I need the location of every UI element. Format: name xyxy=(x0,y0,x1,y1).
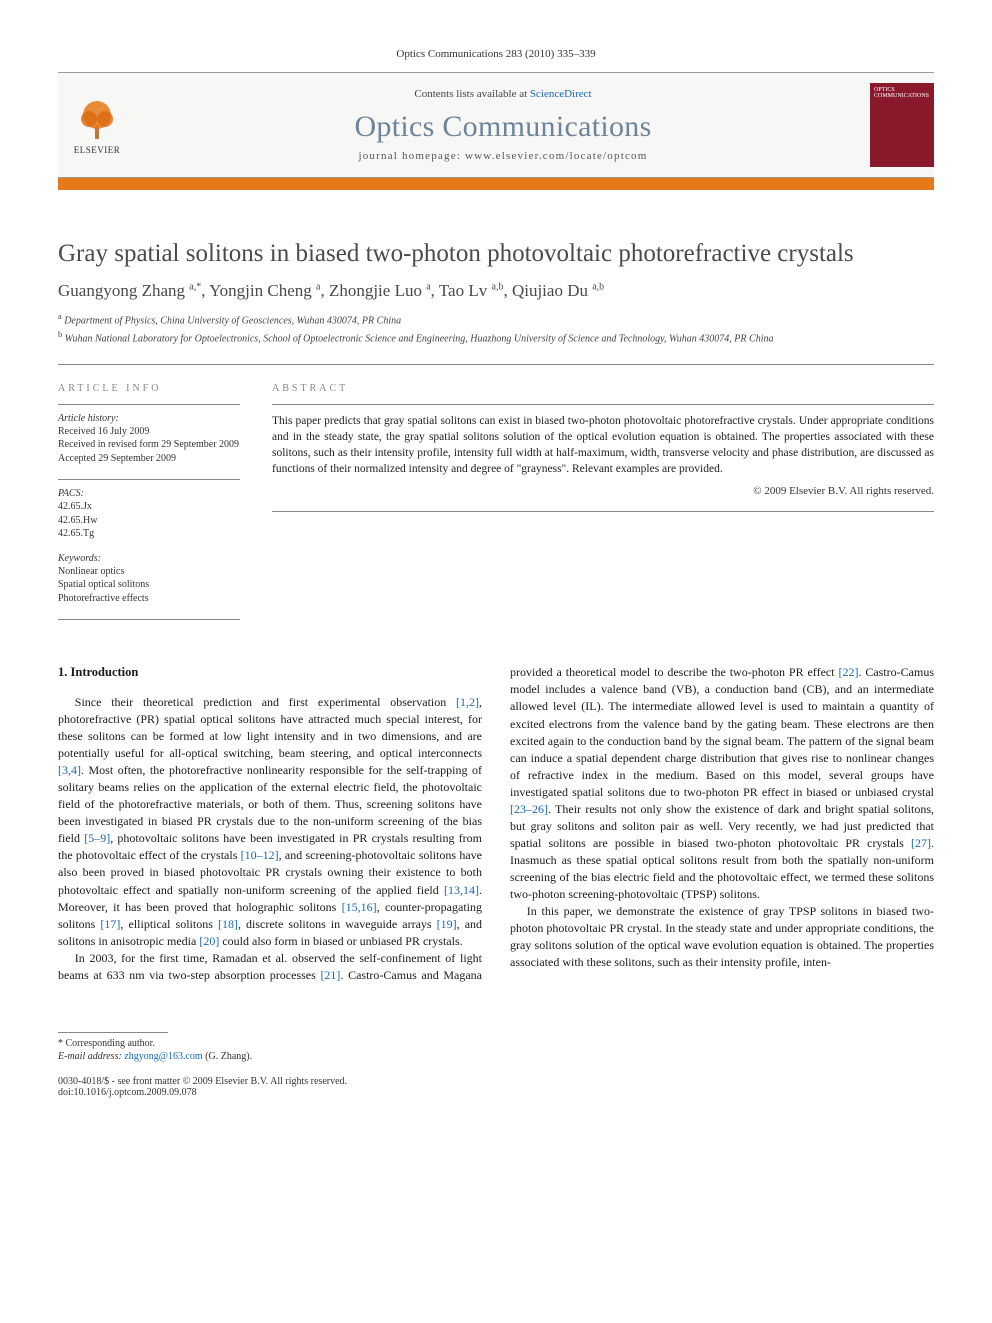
hist-accepted: Accepted 29 September 2009 xyxy=(58,452,240,466)
page-footer: 0030-4018/$ - see front matter © 2009 El… xyxy=(58,1076,934,1098)
rule-ai-bottom xyxy=(58,619,240,620)
contents-prefix: Contents lists available at xyxy=(414,88,529,100)
citation-ref[interactable]: [18] xyxy=(218,917,238,931)
rule-pacs xyxy=(58,479,240,480)
kw-1: Spatial optical solitons xyxy=(58,578,240,592)
intro-p3: In this paper, we demonstrate the existe… xyxy=(510,903,934,971)
footnote-separator xyxy=(58,1032,168,1033)
email-link[interactable]: zhgyong@163.com xyxy=(124,1051,202,1062)
affiliations: a Department of Physics, China Universit… xyxy=(58,311,934,346)
keywords-head: Keywords: xyxy=(58,553,240,564)
rule-abs xyxy=(272,404,934,405)
email-suffix: (G. Zhang). xyxy=(203,1051,252,1062)
footnotes: * Corresponding author. E-mail address: … xyxy=(58,1037,934,1064)
kw-2: Photorefractive effects xyxy=(58,592,240,606)
affil-a-text: Department of Physics, China University … xyxy=(64,316,401,327)
pacs-2: 42.65.Tg xyxy=(58,527,240,541)
affiliation-a: a Department of Physics, China Universit… xyxy=(58,311,934,328)
elsevier-logo: ELSEVIER xyxy=(58,81,136,169)
intro-heading: 1. Introduction xyxy=(58,664,482,682)
affil-b-text: Wuhan National Laboratory for Optoelectr… xyxy=(65,333,774,344)
history-block: Received 16 July 2009 Received in revise… xyxy=(58,425,240,466)
citation-ref[interactable]: [27] xyxy=(911,836,931,850)
elsevier-name: ELSEVIER xyxy=(74,145,121,155)
email-label: E-mail address: xyxy=(58,1051,124,1062)
kw-0: Nonlinear optics xyxy=(58,565,240,579)
citation-ref[interactable]: [19] xyxy=(437,917,457,931)
affiliation-b: b Wuhan National Laboratory for Optoelec… xyxy=(58,329,934,346)
keywords-block: Nonlinear optics Spatial optical soliton… xyxy=(58,565,240,606)
cover-text: OPTICS COMMUNICATIONS xyxy=(874,87,930,99)
citation-ref[interactable]: [13,14] xyxy=(444,883,479,897)
corresponding-author: * Corresponding author. xyxy=(58,1037,934,1051)
hist-received: Received 16 July 2009 xyxy=(58,425,240,439)
paper-title: Gray spatial solitons in biased two-phot… xyxy=(58,238,934,269)
journal-cover-thumb: OPTICS COMMUNICATIONS xyxy=(870,83,934,167)
article-info-column: ARTICLE INFO Article history: Received 1… xyxy=(58,383,240,621)
doi: doi:10.1016/j.optcom.2009.09.078 xyxy=(58,1087,347,1098)
citation-ref[interactable]: [1,2] xyxy=(456,695,479,709)
pacs-0: 42.65.Jx xyxy=(58,500,240,514)
abstract-column: ABSTRACT This paper predicts that gray s… xyxy=(272,383,934,621)
citation-ref[interactable]: [15,16] xyxy=(342,900,377,914)
citation-ref[interactable]: [22] xyxy=(838,665,858,679)
hist-revised: Received in revised form 29 September 20… xyxy=(58,438,240,452)
citation-ref[interactable]: [3,4] xyxy=(58,763,81,777)
abstract-label: ABSTRACT xyxy=(272,383,934,394)
elsevier-tree-icon xyxy=(73,95,121,143)
pacs-head: PACS: xyxy=(58,488,240,499)
front-matter: 0030-4018/$ - see front matter © 2009 El… xyxy=(58,1076,347,1087)
citation-ref[interactable]: [5–9] xyxy=(84,831,110,845)
rule-abs-bottom xyxy=(272,511,934,512)
citation-line: Optics Communications 283 (2010) 335–339 xyxy=(58,48,934,60)
authors-list: Guangyong Zhang a,*, Yongjin Cheng a, Zh… xyxy=(58,281,934,301)
abstract-copyright: © 2009 Elsevier B.V. All rights reserved… xyxy=(272,485,934,497)
pacs-block: 42.65.Jx 42.65.Hw 42.65.Tg xyxy=(58,500,240,541)
history-head: Article history: xyxy=(58,413,240,424)
orange-divider xyxy=(58,178,934,190)
body-text: 1. Introduction Since their theoretical … xyxy=(58,664,934,983)
contents-available: Contents lists available at ScienceDirec… xyxy=(136,88,870,100)
sciencedirect-link[interactable]: ScienceDirect xyxy=(530,88,592,100)
journal-name: Optics Communications xyxy=(136,110,870,144)
rule-ai xyxy=(58,404,240,405)
email-line: E-mail address: zhgyong@163.com (G. Zhan… xyxy=(58,1050,934,1064)
rule-top xyxy=(58,364,934,365)
article-info-label: ARTICLE INFO xyxy=(58,383,240,394)
abstract-text: This paper predicts that gray spatial so… xyxy=(272,413,934,477)
pacs-1: 42.65.Hw xyxy=(58,514,240,528)
intro-p1: Since their theoretical prediction and f… xyxy=(58,694,482,949)
journal-homepage: journal homepage: www.elsevier.com/locat… xyxy=(136,150,870,162)
citation-ref[interactable]: [21] xyxy=(320,968,340,982)
journal-header: ELSEVIER Contents lists available at Sci… xyxy=(58,72,934,178)
citation-ref[interactable]: [17] xyxy=(100,917,120,931)
citation-ref[interactable]: [20] xyxy=(199,934,219,948)
citation-ref[interactable]: [10–12] xyxy=(241,848,279,862)
citation-ref[interactable]: [23–26] xyxy=(510,802,548,816)
